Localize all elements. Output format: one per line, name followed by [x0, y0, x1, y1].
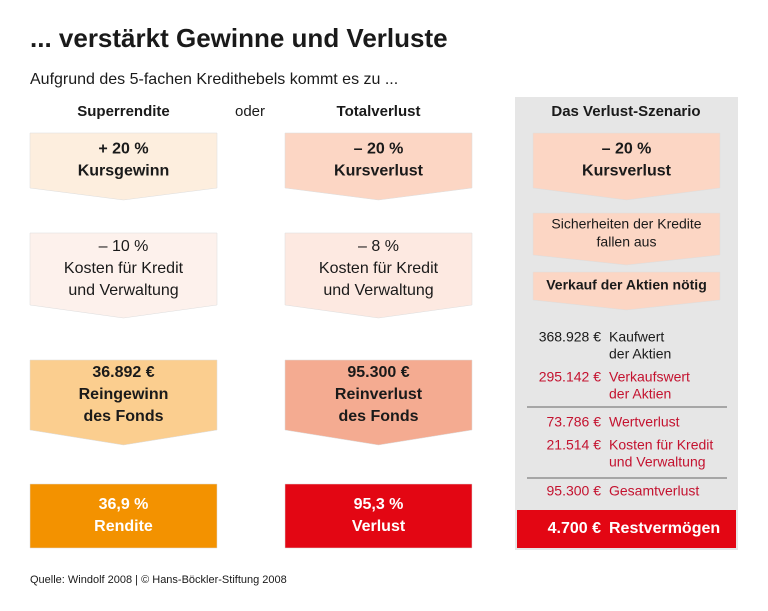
arrow-box: [284, 483, 473, 549]
box-text: und Verwaltung: [323, 282, 433, 299]
amount: 295.142 €: [539, 369, 601, 385]
box-text: 36.892 €: [92, 364, 154, 381]
column-header: Superrendite: [77, 103, 170, 120]
total-amount: 4.700 €: [548, 520, 601, 537]
box-text: – 20 %: [602, 141, 652, 158]
source: Quelle: Windolf 2008 | © Hans-Böckler-St…: [30, 574, 287, 586]
box-text: Sicherheiten der Kredite: [551, 216, 701, 232]
arrow-box: [284, 132, 473, 201]
row-label: Gesamtverlust: [609, 483, 699, 499]
box-text: 95.300 €: [347, 364, 409, 381]
box-text: – 10 %: [99, 238, 149, 255]
arrow-box: [284, 359, 473, 446]
box-text: und Verwaltung: [68, 282, 178, 299]
arrow-box: [29, 232, 218, 319]
box-text: + 20 %: [98, 141, 148, 158]
box-text: Rendite: [94, 518, 153, 535]
title: ... verstärkt Gewinne und Verluste: [30, 23, 448, 53]
box-text: Kursverlust: [334, 163, 424, 180]
box-text: Kursverlust: [582, 163, 672, 180]
box-text: Kosten für Kredit: [64, 260, 184, 277]
arrow-box: [29, 359, 218, 446]
row-label: der Aktien: [609, 386, 671, 402]
box-text: Kosten für Kredit: [319, 260, 439, 277]
box-text: Verlust: [352, 518, 406, 535]
subtitle: Aufgrund des 5-fachen Kredithebels kommt…: [30, 71, 398, 88]
row-label: Kosten für Kredit: [609, 437, 713, 453]
box-text: fallen aus: [597, 234, 657, 250]
row-label: Kaufwert: [609, 329, 664, 345]
box-text: Verkauf der Aktien nötig: [546, 277, 707, 293]
or-label: oder: [235, 103, 265, 120]
box-text: – 20 %: [354, 141, 404, 158]
row-label: und Verwaltung: [609, 454, 706, 470]
row-label: Verkaufswert: [609, 369, 690, 385]
row-label: Wertverlust: [609, 414, 680, 430]
box-text: des Fonds: [338, 408, 418, 425]
arrow-box: [29, 132, 218, 201]
column-header: Das Verlust-Szenario: [551, 103, 700, 120]
box-text: Reinverlust: [335, 386, 423, 403]
amount: 73.786 €: [547, 414, 602, 430]
arrow-box: [532, 132, 721, 201]
total-label: Restvermögen: [609, 520, 720, 537]
total-bar: [517, 510, 736, 548]
box-text: Reingewinn: [79, 386, 169, 403]
box-text: – 8 %: [358, 238, 399, 255]
arrow-box: [532, 212, 721, 266]
arrow-box: [532, 271, 721, 311]
amount: 21.514 €: [547, 437, 602, 453]
column-header: Totalverlust: [337, 103, 421, 120]
box-text: Kursgewinn: [78, 163, 170, 180]
arrow-box: [284, 232, 473, 319]
arrow-box: [29, 483, 218, 549]
box-text: des Fonds: [83, 408, 163, 425]
row-label: der Aktien: [609, 346, 671, 362]
amount: 368.928 €: [539, 329, 601, 345]
box-text: 36,9 %: [99, 496, 149, 513]
box-text: 95,3 %: [354, 496, 404, 513]
amount: 95.300 €: [547, 483, 602, 499]
